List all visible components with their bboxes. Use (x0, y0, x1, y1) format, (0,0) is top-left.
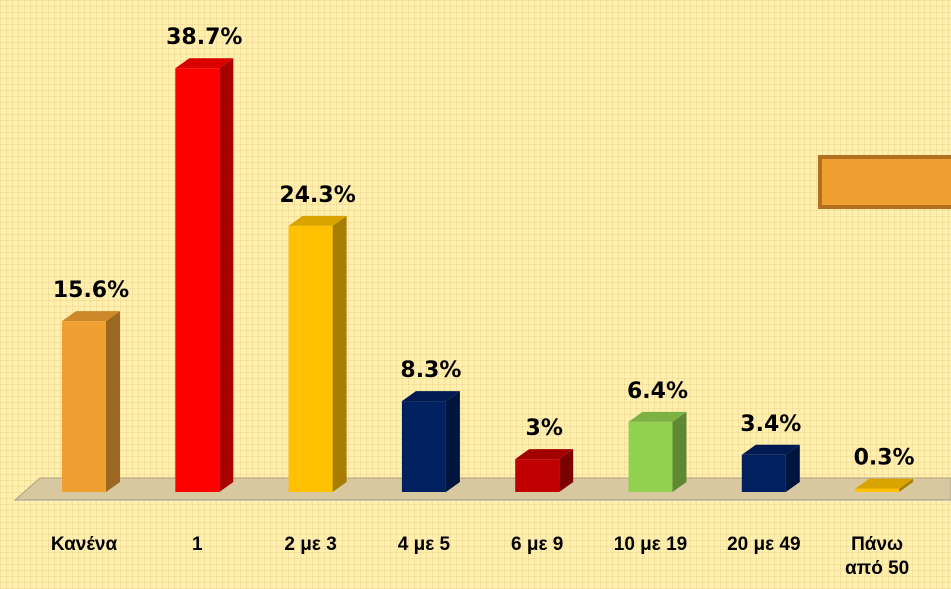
data-label: 0.3% (854, 446, 915, 471)
bar (741, 454, 786, 492)
bar-top (628, 411, 687, 422)
data-label: 3% (526, 416, 563, 441)
x-tick-label: 1 (192, 534, 203, 555)
bar-top (288, 215, 347, 226)
x-tick-label: 6 με 9 (511, 534, 564, 555)
x-tick-label: 20 με 49 (727, 534, 801, 555)
bar (288, 225, 333, 493)
bar-side (219, 58, 234, 493)
floor (13, 477, 951, 501)
x-tick-label: Κανένα (50, 534, 118, 555)
bar-side (899, 478, 914, 492)
data-label: 6.4% (627, 379, 688, 404)
bar-top (515, 449, 574, 460)
x-tick-label: 2 με 3 (284, 534, 337, 555)
bar-side (332, 215, 347, 493)
bar (175, 68, 220, 493)
bar-top (855, 478, 914, 489)
bar-top (741, 444, 800, 455)
data-label: 3.4% (740, 412, 801, 437)
bar-side (559, 449, 574, 492)
bar-top (62, 311, 120, 322)
bar (628, 421, 673, 492)
bar-side (445, 391, 460, 492)
data-label: 15.6% (53, 278, 129, 303)
bar (855, 488, 900, 492)
data-label: 8.3% (400, 358, 461, 383)
data-label: 24.3% (279, 183, 355, 208)
x-tick-label: Πάνω από 50 (844, 534, 910, 579)
bar (401, 401, 446, 492)
data-label: 38.7% (166, 25, 242, 50)
legend-box (818, 155, 951, 209)
bar-side (785, 444, 800, 492)
bar-top (401, 391, 460, 402)
bar (515, 459, 560, 492)
bar-side (106, 311, 120, 492)
bar-top (175, 58, 234, 69)
bar (62, 321, 106, 492)
x-tick-label: 4 με 5 (397, 534, 451, 555)
x-tick-label: 10 με 19 (613, 534, 688, 555)
bar-side (672, 411, 687, 492)
